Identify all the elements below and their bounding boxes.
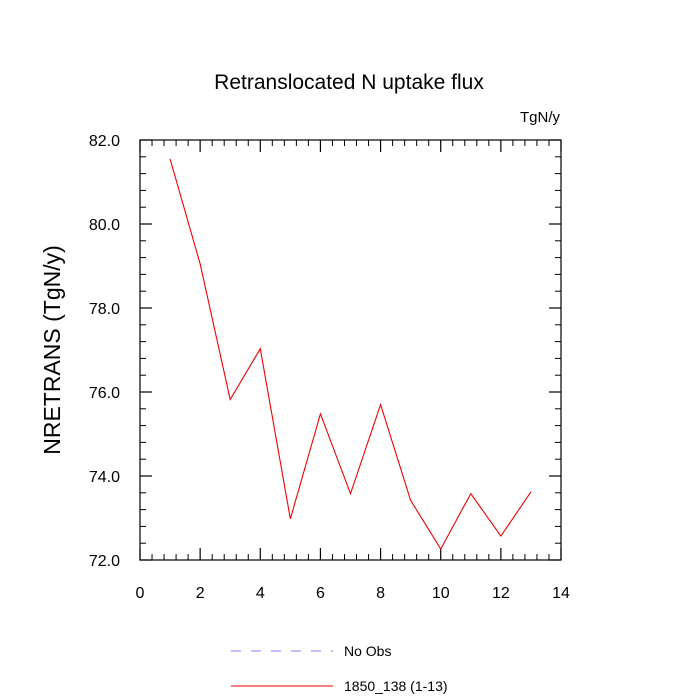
y-tick-label: 76.0 xyxy=(89,385,120,402)
y-tick-label: 74.0 xyxy=(89,469,120,486)
legend: No Obs 1850_138 (1-13) xyxy=(231,643,448,694)
plot-series xyxy=(169,158,532,551)
x-tick-label: 0 xyxy=(136,585,145,602)
y-tick-label: 78.0 xyxy=(89,301,120,318)
y-axis-label: NRETRANS (TgN/y) xyxy=(39,245,65,455)
x-tick-label: 6 xyxy=(316,585,325,602)
legend-label: No Obs xyxy=(344,643,391,659)
y-tick-label: 72.0 xyxy=(89,553,120,570)
x-tick-label: 14 xyxy=(552,585,570,602)
axis-ticks xyxy=(139,139,562,561)
y-tick-label: 82.0 xyxy=(89,133,120,150)
chart-units-label: TgN/y xyxy=(520,109,561,126)
y-tick-label: 80.0 xyxy=(89,217,120,234)
x-tick-label: 12 xyxy=(492,585,510,602)
legend-label: 1850_138 (1-13) xyxy=(344,678,448,694)
x-tick-label: 10 xyxy=(432,585,450,602)
x-tick-label: 8 xyxy=(376,585,385,602)
x-tick-label: 4 xyxy=(256,585,265,602)
series-line xyxy=(169,158,532,551)
plot-frame xyxy=(139,139,562,561)
chart-title: Retranslocated N uptake flux xyxy=(214,71,484,94)
x-tick-label: 2 xyxy=(196,585,205,602)
tick-labels: 0 2 4 6 8 10 12 14 72.0 74.0 76.0 78.0 80.0 82.0 xyxy=(89,133,570,602)
